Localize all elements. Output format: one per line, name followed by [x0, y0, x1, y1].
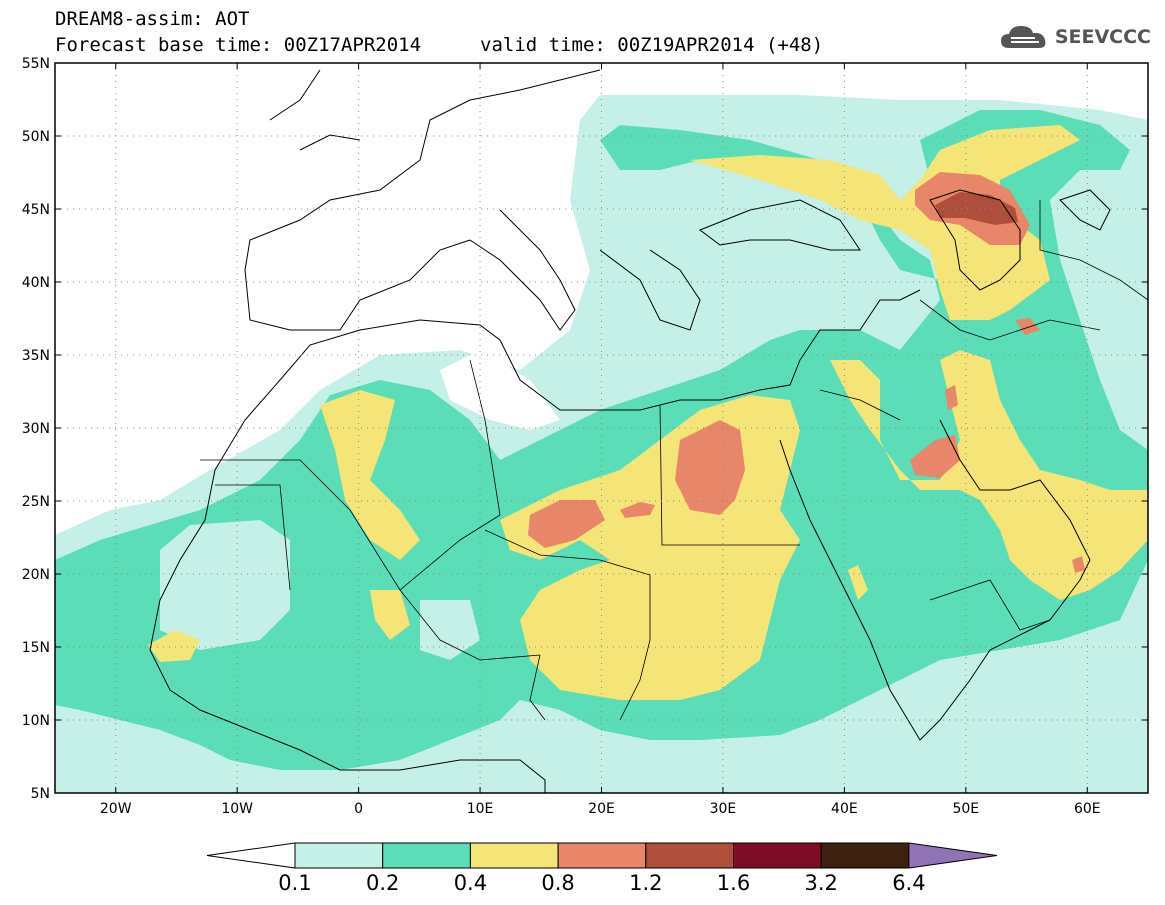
- colorbar-arrow-low: [206, 842, 296, 869]
- lat-label: 15N: [22, 640, 50, 656]
- lat-label: 5N: [31, 786, 50, 802]
- colorbar-label: 3.2: [804, 871, 837, 895]
- colorbar-label: 0.1: [278, 871, 311, 895]
- colorbar-label: 6.4: [892, 871, 925, 895]
- forecast-base-time: Forecast base time: 00Z17APR2014: [55, 34, 422, 56]
- colorbar-swatch: [645, 842, 734, 869]
- colorbar-label: 0.4: [454, 871, 487, 895]
- lat-label: 40N: [22, 275, 50, 291]
- aot-band-0.1-inner: [160, 520, 480, 660]
- lon-label: 40E: [831, 801, 858, 817]
- graticule: [55, 63, 1148, 793]
- lat-label: 25N: [22, 494, 50, 510]
- lon-label: 30E: [710, 801, 737, 817]
- logo-text: SEEVCCC: [1054, 26, 1151, 48]
- colorbar-swatch: [294, 842, 384, 869]
- valid-time: valid time: 00Z19APR2014 (+48): [480, 34, 824, 56]
- aot-band-0.2: [55, 110, 1148, 770]
- lat-label: 10N: [22, 713, 50, 729]
- colorbar-swatch: [820, 842, 910, 869]
- colorbar-label: 1.2: [629, 871, 662, 895]
- lat-label: 35N: [22, 348, 50, 364]
- lon-label: 20W: [100, 801, 132, 817]
- lon-label: 0: [354, 801, 363, 817]
- lat-label: 45N: [22, 202, 50, 218]
- colorbar-label: 1.6: [717, 871, 750, 895]
- lon-label: 10W: [221, 801, 253, 817]
- cloud-icon: [1000, 26, 1046, 48]
- colorbar-swatch: [469, 842, 559, 869]
- colorbar-swatch: [382, 842, 471, 869]
- axis-ticks: 5N 10N 15N 20N 25N 30N 35N 40N 45N 50N 55N 20W 10W 0 1…: [22, 56, 1148, 817]
- seevccc-logo: SEEVCCC: [999, 22, 1151, 52]
- borders: [200, 200, 1148, 721]
- colorbar-label: 0.2: [366, 871, 399, 895]
- colorbar-swatch: [557, 842, 647, 869]
- colorbar-swatch: [733, 842, 822, 869]
- lat-label: 55N: [22, 56, 50, 72]
- colorbar-arrow-high: [908, 842, 997, 869]
- coastlines: [149, 69, 1111, 793]
- lon-label: 10E: [467, 801, 494, 817]
- colorbar-label: 0.8: [541, 871, 574, 895]
- aot-band-1.2: [935, 192, 1018, 225]
- lon-label: 50E: [952, 801, 979, 817]
- lat-label: 20N: [22, 567, 50, 583]
- map-title: DREAM8-assim: AOT: [55, 8, 250, 30]
- lat-label: 30N: [22, 421, 50, 437]
- lon-label: 60E: [1074, 801, 1101, 817]
- lat-label: 50N: [22, 129, 50, 145]
- colorbar: 0.1 0.2 0.4 0.8 1.2 1.6 3.2 6.4: [206, 842, 997, 895]
- lon-label: 20E: [588, 801, 615, 817]
